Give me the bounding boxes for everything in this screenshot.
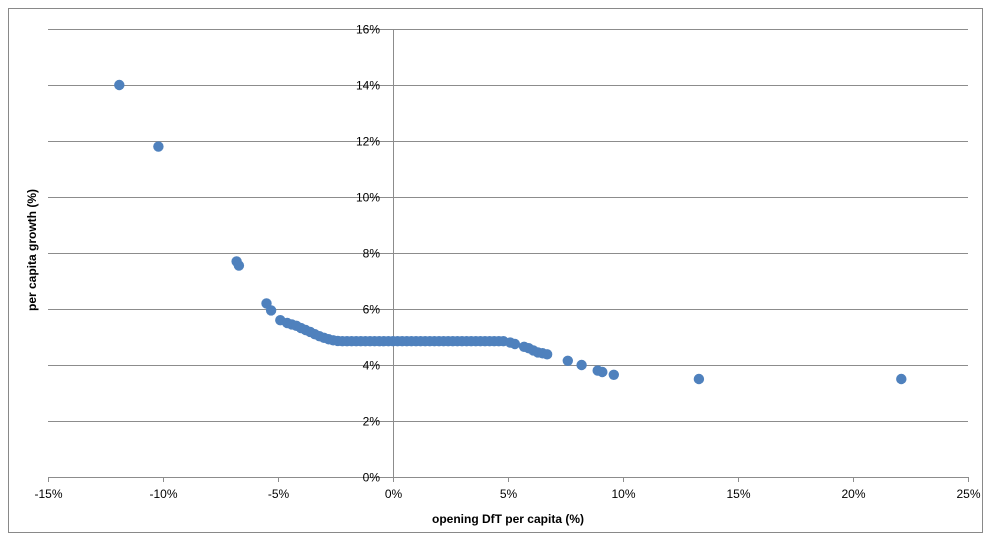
y-tick-label: 2% [363,415,381,429]
data-point [597,366,608,378]
data-point [233,260,245,271]
axes [48,29,969,482]
x-tick-label: 0% [385,487,403,501]
data-points [114,79,907,385]
data-point [576,359,587,371]
x-tick-label: 10% [611,487,635,501]
data-point [541,349,553,360]
data-point [265,305,277,316]
x-tick-label: 5% [500,487,518,501]
x-tick-label: 25% [956,487,980,501]
y-tick-label: 4% [363,359,381,373]
x-tick-label: -15% [34,487,62,501]
y-tick-label: 0% [363,471,381,485]
y-tick-label: 6% [363,303,381,317]
y-tick-label: 16% [356,23,380,37]
data-point [693,373,705,385]
chart-area [8,8,983,533]
data-point [562,355,573,366]
data-point [608,369,619,380]
y-axis-title: per capita growth (%) [25,189,39,311]
x-axis-title: opening DfT per capita (%) [432,512,584,526]
tick-labels: 0% 2% 4% 6% 8% 10% 12% 14% 16% -15% -10% -5% 0% 5% 10%… [34,23,980,502]
y-tick-label: 8% [363,247,381,261]
data-point [896,373,907,385]
y-tick-label: 14% [356,79,380,93]
x-tick-label: 20% [841,487,865,501]
y-tick-label: 10% [356,191,380,205]
x-tick-label: -5% [268,487,290,501]
x-tick-label: -10% [149,487,177,501]
data-point [114,79,125,91]
data-point [153,141,164,152]
gridlines [48,29,968,422]
y-tick-label: 12% [356,135,380,149]
data-point [509,338,521,350]
x-tick-label: 15% [726,487,750,501]
